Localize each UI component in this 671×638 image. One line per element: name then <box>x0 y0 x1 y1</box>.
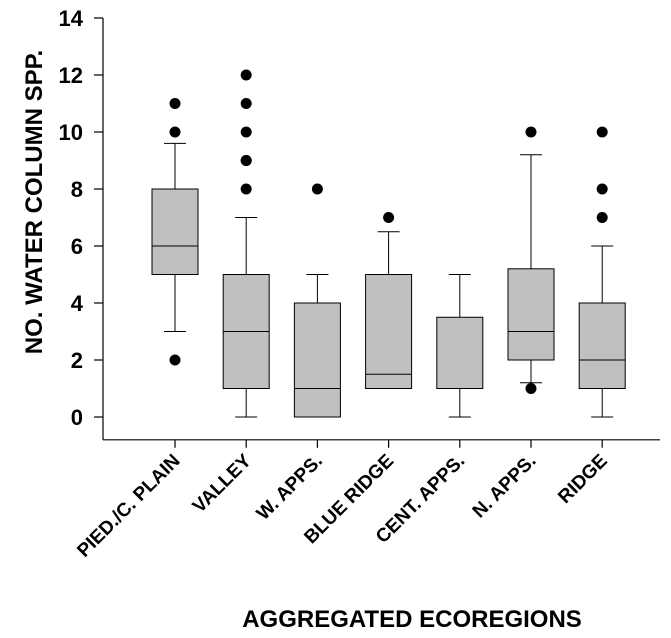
outlier-point <box>525 126 537 138</box>
outlier-point <box>383 212 395 223</box>
x-tick-label: N. APPS. <box>469 450 541 522</box>
outlier-point <box>240 155 252 166</box>
outlier-point <box>240 69 252 81</box>
outlier-point <box>169 354 181 366</box>
box-group <box>436 274 484 418</box>
axes <box>102 18 660 441</box>
outlier-point <box>240 183 252 195</box>
y-tick-label: 6 <box>71 234 83 259</box>
plot-area <box>151 69 626 418</box>
outlier-point <box>596 126 608 138</box>
outlier-point <box>525 383 537 394</box>
box-iqr <box>293 302 341 418</box>
box-iqr <box>507 268 555 361</box>
y-tick-label: 14 <box>59 6 84 31</box>
outlier-point <box>240 126 252 138</box>
x-tick-label: W. APPS. <box>253 450 327 524</box>
box-group <box>578 126 626 418</box>
y-tick-label: 10 <box>59 120 83 145</box>
y-axis-label: NO. WATER COLUMN SPP. <box>21 50 48 354</box>
x-tick-label: RIDGE <box>554 450 611 507</box>
box-group <box>222 69 270 418</box>
box-iqr <box>151 188 199 275</box>
outlier-point <box>169 98 181 109</box>
y-tick-label: 0 <box>71 405 83 430</box>
box-iqr <box>365 274 413 389</box>
y-axis-ticks: 0 2 4 6 8 10 12 14 <box>59 6 103 430</box>
outlier-point <box>311 183 323 195</box>
box-group <box>507 126 555 394</box>
y-tick-label: 12 <box>59 63 83 88</box>
outlier-point <box>240 98 252 109</box>
outlier-point <box>169 126 181 138</box>
box-group <box>365 212 413 389</box>
y-tick-label: 2 <box>71 348 83 373</box>
box-iqr <box>436 316 484 389</box>
x-tick-label: VALLEY <box>189 450 256 517</box>
box-group <box>293 183 341 418</box>
x-axis-label: AGGREGATED ECOREGIONS <box>242 606 582 633</box>
box-iqr <box>578 302 626 389</box>
box-group <box>151 98 199 366</box>
outlier-point <box>596 183 608 195</box>
x-tick-label: PIED./C. PLAIN <box>73 450 184 561</box>
outlier-point <box>596 212 608 223</box>
y-tick-label: 8 <box>71 177 83 202</box>
y-tick-label: 4 <box>71 291 84 316</box>
